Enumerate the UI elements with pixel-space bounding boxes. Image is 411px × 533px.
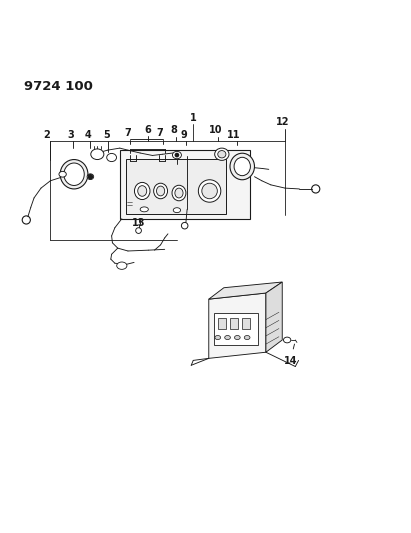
Bar (230, 318, 238, 328)
Ellipse shape (157, 186, 165, 196)
Text: 8: 8 (171, 125, 178, 135)
Ellipse shape (59, 172, 66, 177)
Ellipse shape (235, 335, 240, 340)
Ellipse shape (215, 148, 229, 160)
Text: 5: 5 (103, 130, 110, 140)
Ellipse shape (60, 159, 88, 189)
Circle shape (175, 154, 178, 157)
Ellipse shape (225, 335, 231, 340)
Ellipse shape (140, 207, 148, 212)
Bar (120, 150, 250, 219)
Ellipse shape (138, 185, 147, 196)
Text: 13: 13 (132, 218, 145, 228)
Text: 10: 10 (208, 125, 222, 135)
Circle shape (88, 175, 92, 179)
Text: 12: 12 (276, 117, 289, 127)
Text: 7: 7 (157, 128, 164, 138)
Ellipse shape (218, 150, 226, 158)
Ellipse shape (117, 262, 127, 269)
Text: 7: 7 (124, 128, 131, 138)
Polygon shape (266, 282, 282, 352)
Text: 2: 2 (44, 130, 51, 140)
Ellipse shape (234, 157, 250, 176)
Ellipse shape (284, 337, 291, 343)
Text: 9: 9 (181, 130, 188, 140)
Circle shape (159, 189, 162, 192)
Ellipse shape (64, 163, 84, 185)
Circle shape (141, 189, 144, 192)
Ellipse shape (173, 208, 180, 213)
Ellipse shape (154, 183, 168, 199)
Ellipse shape (173, 151, 181, 159)
Bar (218, 318, 226, 328)
Bar (126, 159, 226, 214)
Bar (214, 313, 258, 345)
Text: 4: 4 (85, 130, 92, 140)
Circle shape (177, 191, 180, 195)
Ellipse shape (199, 180, 221, 202)
Ellipse shape (215, 335, 221, 340)
Ellipse shape (87, 174, 94, 180)
Circle shape (208, 189, 211, 192)
Ellipse shape (134, 182, 150, 199)
Ellipse shape (230, 153, 254, 180)
Ellipse shape (202, 183, 217, 199)
Ellipse shape (172, 185, 186, 201)
Text: 1: 1 (190, 113, 196, 123)
Text: 9724 100: 9724 100 (24, 79, 93, 93)
Bar (242, 318, 250, 328)
Polygon shape (209, 282, 282, 299)
Polygon shape (209, 293, 266, 358)
Ellipse shape (175, 188, 183, 198)
Text: 6: 6 (144, 125, 151, 135)
Ellipse shape (91, 149, 104, 159)
Text: 3: 3 (67, 130, 74, 140)
Text: 14: 14 (284, 356, 297, 366)
Ellipse shape (107, 154, 116, 161)
Text: 11: 11 (227, 130, 241, 140)
Ellipse shape (244, 335, 250, 340)
